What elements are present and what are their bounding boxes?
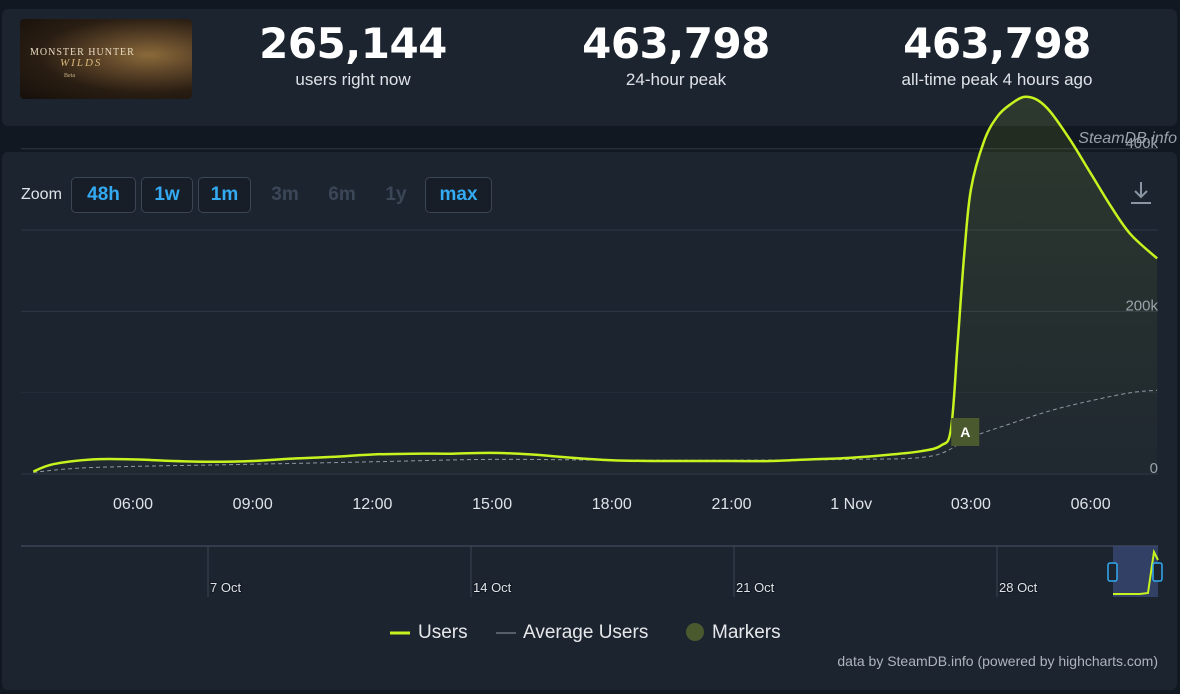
average-legend-swatch [496,632,516,634]
y-tick-label: 200k [1125,297,1158,314]
zoom-1m-button[interactable]: 1m [198,177,251,213]
event-marker-label: A [960,424,970,440]
navigator[interactable]: 7 Oct 14 Oct 21 Oct 28 Oct [21,545,1163,597]
x-tick-label: 06:00 [113,496,153,513]
x-tick-label: 1 Nov [830,496,872,513]
users-area-fill [33,96,1158,474]
navigator-right-handle[interactable] [1152,562,1163,582]
legend-markers-label: Markers [712,622,781,643]
zoom-max-button[interactable]: max [425,177,492,213]
zoom-label: Zoom [21,186,62,203]
stat-value: 463,798 [582,19,770,68]
source-credit-top[interactable]: SteamDB.info [1078,130,1177,147]
zoom-48h-button[interactable]: 48h [71,177,136,213]
zoom-1w-button[interactable]: 1w [141,177,193,213]
y-tick-label: 400k [1125,135,1158,152]
game-logo-subtitle: WILDS [60,57,103,69]
x-tick-label: 06:00 [1071,496,1111,513]
average-users-line [33,389,1158,473]
stat-value: 463,798 [903,19,1091,68]
users-legend-swatch [390,631,410,635]
game-logo-title: MONSTER HUNTER [30,47,135,58]
navigator-tick-label: 14 Oct [473,580,512,595]
game-logo[interactable]: MONSTER HUNTER WILDS Beta [20,19,192,99]
zoom-3m-button: 3m [271,184,299,205]
navigator-tick-label: 7 Oct [210,580,241,595]
stat-24h-peak: 463,798 24-hour peak [566,18,786,90]
navigator-tick-label: 21 Oct [736,580,775,595]
navigator-tick-label: 28 Oct [999,580,1038,595]
zoom-6m-button: 6m [328,184,356,205]
legend-average-users[interactable]: Average Users [496,622,648,644]
stats-bar [2,9,1177,126]
legend-markers[interactable]: Markers [685,622,781,644]
markers-legend-swatch [686,623,704,641]
stat-label: users right now [295,70,411,89]
game-logo-tag: Beta [64,73,75,79]
navigator-left-handle[interactable] [1107,562,1118,582]
event-marker[interactable] [951,418,980,446]
x-tick-label: 12:00 [352,496,392,513]
x-tick-label: 15:00 [472,496,512,513]
stat-label: 24-hour peak [625,70,727,89]
x-tick-label: 21:00 [711,496,751,513]
stat-current-users: 265,144 users right now [253,18,453,90]
users-line[interactable] [32,95,1158,473]
x-tick-label: 18:00 [592,496,632,513]
y-tick-label: 0 [1150,460,1158,477]
download-icon[interactable] [1128,180,1154,206]
legend-average-label: Average Users [523,622,649,643]
zoom-1y-button: 1y [385,184,407,205]
legend-users[interactable]: Users [390,622,468,644]
legend-users-label: Users [418,622,468,643]
stat-label: all-time peak 4 hours ago [901,70,1093,89]
navigator-track[interactable] [21,546,1158,597]
stat-all-time-peak: 463,798 all-time peak 4 hours ago [867,18,1127,90]
source-credit-bottom[interactable]: data by SteamDB.info (powered by highcha… [837,653,1158,669]
navigator-series [1113,548,1159,595]
x-tick-label: 03:00 [951,496,991,513]
stat-value: 265,144 [259,19,447,68]
x-tick-label: 09:00 [233,496,273,513]
